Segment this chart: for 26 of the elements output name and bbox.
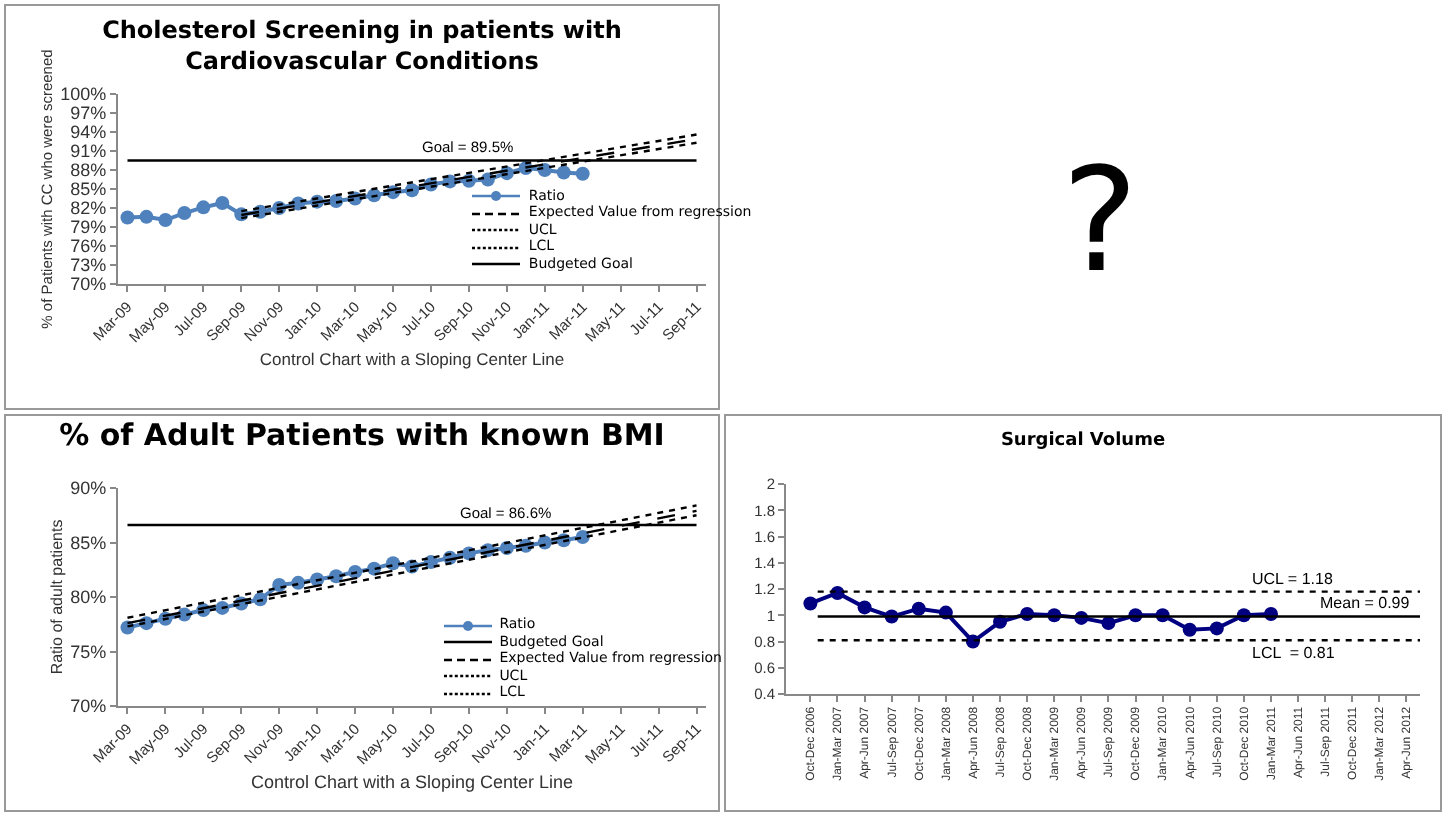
y-tick-label: 94% — [70, 122, 107, 143]
y-tick-label: 70% — [70, 274, 107, 295]
y-tick-label: 90% — [70, 478, 107, 499]
y-tick-label: 80% — [70, 587, 107, 608]
y-tick-label: 91% — [70, 141, 107, 162]
y-tick-label: 79% — [70, 217, 107, 238]
x-axis-title: Control Chart with a Sloping Center Line — [250, 771, 574, 792]
y-tick-label: 75% — [70, 641, 107, 662]
y-tick-label: 70% — [70, 696, 107, 717]
chart-title: % of Adult Patients with known BMI — [59, 417, 665, 453]
ref-line-label: Mean = 0.99 — [1320, 594, 1411, 612]
ref-line-label: UCL = 1.18 — [1252, 570, 1334, 588]
y-tick-label: 85% — [70, 532, 107, 553]
y-tick-label: 100% — [60, 84, 107, 105]
y-axis-title: Ratio of adult patients — [47, 519, 66, 675]
chart-title: Surgical Volume — [1000, 430, 1166, 451]
text: ? — [860, 60, 1340, 380]
y-tick-label: 88% — [70, 160, 107, 181]
chart-title: Cholesterol Screening in patients with Cardiovascular Conditions — [102, 16, 622, 76]
y-tick-label: 97% — [70, 103, 107, 124]
y-tick-label: 82% — [70, 198, 107, 219]
y-tick-label: 76% — [70, 236, 107, 257]
y-tick-label: 73% — [70, 255, 107, 276]
x-axis-title: Control Chart with a Sloping Center Line — [259, 348, 565, 369]
ref-line-label: LCL = 0.81 — [1252, 644, 1336, 662]
y-tick-label: 85% — [70, 179, 107, 200]
